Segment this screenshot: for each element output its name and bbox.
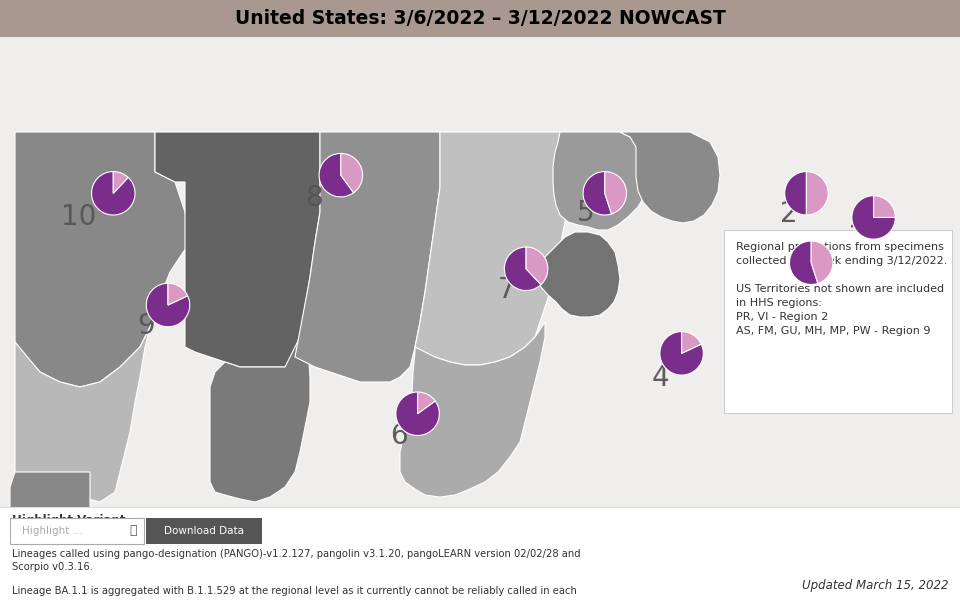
Text: Highlight ...: Highlight ... — [22, 526, 83, 536]
Polygon shape — [535, 232, 620, 317]
Polygon shape — [553, 132, 650, 230]
Polygon shape — [210, 307, 310, 502]
Text: 9: 9 — [137, 312, 155, 340]
Text: 6: 6 — [391, 422, 408, 450]
Polygon shape — [10, 472, 90, 567]
Bar — [0, 37, 960, 509]
Wedge shape — [526, 247, 548, 284]
Polygon shape — [15, 327, 150, 502]
Text: Updated March 15, 2022: Updated March 15, 2022 — [802, 579, 948, 592]
Text: Download Data: Download Data — [164, 526, 244, 536]
Polygon shape — [295, 132, 440, 382]
Text: 5: 5 — [577, 199, 594, 226]
Polygon shape — [155, 132, 320, 367]
Wedge shape — [789, 241, 818, 284]
Text: Lineages called using pango-designation (PANGO)-v1.2.127, pangolin v3.1.20, pang: Lineages called using pango-designation … — [12, 549, 581, 572]
Text: 4: 4 — [652, 364, 669, 391]
Bar — [720, 37, 960, 509]
Bar — [0, 0, 960, 37]
Polygon shape — [15, 132, 190, 387]
Wedge shape — [146, 283, 190, 327]
Wedge shape — [682, 332, 701, 353]
Wedge shape — [806, 172, 828, 215]
Wedge shape — [811, 241, 833, 283]
Wedge shape — [113, 172, 129, 193]
Wedge shape — [319, 153, 353, 197]
Wedge shape — [396, 392, 440, 435]
Text: Lineage BA.1.1 is aggregated with B.1.1.529 at the regional level as it currentl: Lineage BA.1.1 is aggregated with B.1.1.… — [12, 586, 577, 596]
Polygon shape — [620, 132, 720, 223]
Wedge shape — [168, 283, 187, 305]
Wedge shape — [341, 153, 363, 193]
Wedge shape — [784, 172, 806, 215]
Text: 3: 3 — [784, 270, 802, 298]
Wedge shape — [583, 172, 612, 215]
Text: 2: 2 — [780, 201, 798, 228]
Bar — [0, 507, 960, 604]
Text: 7: 7 — [498, 276, 516, 304]
Text: United States: 3/6/2022 – 3/12/2022 NOWCAST: United States: 3/6/2022 – 3/12/2022 NOWC… — [234, 9, 726, 28]
Polygon shape — [415, 132, 575, 365]
Wedge shape — [852, 196, 896, 239]
Text: 8: 8 — [305, 184, 323, 212]
Wedge shape — [418, 392, 435, 414]
FancyBboxPatch shape — [724, 230, 952, 413]
Text: ⌕: ⌕ — [130, 524, 136, 538]
Wedge shape — [91, 172, 135, 215]
Text: Highlight Variant: Highlight Variant — [12, 514, 126, 527]
Text: 1: 1 — [849, 223, 866, 251]
Wedge shape — [605, 172, 627, 214]
Wedge shape — [660, 332, 704, 375]
Wedge shape — [874, 196, 896, 217]
Wedge shape — [504, 247, 541, 291]
FancyBboxPatch shape — [146, 518, 262, 544]
FancyBboxPatch shape — [10, 518, 144, 544]
Text: 10: 10 — [61, 204, 96, 231]
Polygon shape — [400, 322, 545, 497]
Text: Regional proportions from specimens
collected the week ending 3/12/2022.

US Ter: Regional proportions from specimens coll… — [736, 242, 948, 336]
